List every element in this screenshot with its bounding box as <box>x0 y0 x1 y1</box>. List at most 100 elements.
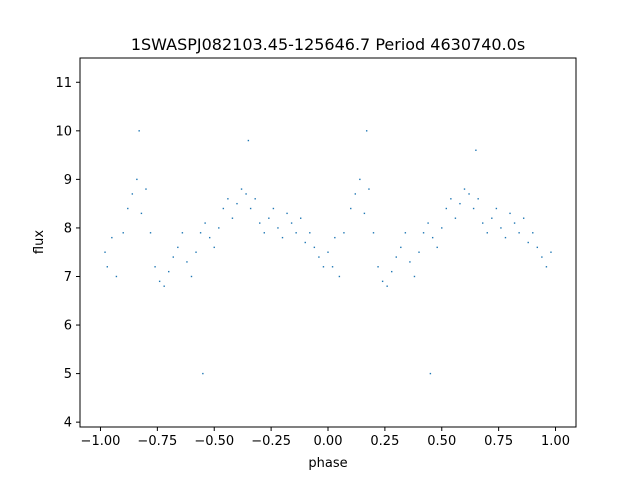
y-tick-label: 11 <box>55 76 72 91</box>
x-tick-label: −0.75 <box>137 434 177 449</box>
data-point <box>231 217 234 219</box>
data-point <box>518 232 520 234</box>
data-point <box>268 217 270 219</box>
data-point <box>115 275 118 278</box>
data-point <box>149 232 152 234</box>
data-point <box>536 246 539 249</box>
data-point <box>286 212 288 215</box>
data-point <box>431 236 434 239</box>
data-point <box>254 198 256 200</box>
data-point <box>436 246 438 249</box>
data-point <box>400 246 402 249</box>
data-point <box>249 207 252 210</box>
data-point <box>513 222 516 224</box>
data-point <box>475 149 477 151</box>
data-point <box>545 266 548 268</box>
data-point <box>290 222 293 224</box>
data-point <box>450 198 452 200</box>
x-tick-label: 0.50 <box>427 434 456 449</box>
x-axis: −1.00 −0.75 −0.50 −0.25 0.00 0.25 0.50 0.75 1.00 <box>81 427 570 449</box>
data-point <box>491 217 493 219</box>
data-point <box>140 212 143 215</box>
data-point <box>247 139 250 142</box>
data-point <box>322 266 325 268</box>
x-axis-label: phase <box>308 456 347 471</box>
data-point <box>204 222 206 224</box>
data-point <box>202 372 204 375</box>
data-point <box>381 280 384 283</box>
data-point <box>482 222 484 224</box>
data-points <box>104 130 552 375</box>
data-point <box>313 246 316 249</box>
data-point <box>550 251 552 253</box>
data-point <box>418 251 420 253</box>
data-point <box>359 178 361 181</box>
data-point <box>327 251 329 253</box>
data-point <box>365 130 368 132</box>
data-point <box>427 222 429 224</box>
data-point <box>372 232 375 234</box>
data-point <box>106 266 108 268</box>
data-point <box>208 236 211 239</box>
data-point <box>227 198 229 200</box>
data-point <box>413 275 416 278</box>
data-point <box>236 202 238 205</box>
data-point <box>122 232 124 234</box>
data-point <box>277 227 279 229</box>
y-tick-label: 5 <box>64 367 72 382</box>
data-point <box>354 193 356 195</box>
data-point <box>500 227 502 229</box>
data-point <box>272 207 275 210</box>
data-point <box>138 130 140 132</box>
data-point <box>309 232 311 234</box>
x-tick-label: 0.00 <box>314 434 343 449</box>
data-point <box>222 207 225 210</box>
data-point <box>477 198 479 200</box>
data-point <box>263 232 265 234</box>
data-point <box>441 227 443 229</box>
data-point <box>363 212 366 215</box>
data-point <box>259 222 261 224</box>
data-point <box>127 207 129 210</box>
data-point <box>240 188 243 190</box>
data-point <box>111 236 113 239</box>
data-point <box>186 261 188 263</box>
y-tick-label: 8 <box>64 221 72 236</box>
x-tick-label: −1.00 <box>81 434 121 449</box>
data-point <box>486 232 488 234</box>
data-point <box>245 193 247 195</box>
data-point <box>218 227 220 229</box>
data-point <box>168 270 170 273</box>
data-point <box>104 251 106 253</box>
x-tick-label: 0.75 <box>484 434 513 449</box>
data-point <box>463 188 466 190</box>
data-point <box>318 256 320 258</box>
data-point <box>472 207 475 210</box>
data-point <box>295 232 297 234</box>
data-point <box>145 188 147 190</box>
data-point <box>300 217 302 219</box>
data-point <box>338 275 341 278</box>
data-point <box>181 232 184 234</box>
data-point <box>409 261 411 263</box>
data-point <box>532 232 534 234</box>
y-tick-label: 9 <box>64 173 72 188</box>
data-point <box>468 193 470 195</box>
data-point <box>404 232 407 234</box>
data-point <box>445 207 448 210</box>
data-point <box>429 372 432 375</box>
data-point <box>495 207 498 210</box>
data-point <box>334 236 336 239</box>
data-point <box>527 241 529 244</box>
y-tick-label: 7 <box>64 270 72 285</box>
data-point <box>377 266 379 268</box>
data-point <box>199 232 202 234</box>
y-axis-label: flux <box>32 230 47 254</box>
data-point <box>190 275 193 278</box>
x-tick-label: −0.50 <box>194 434 234 449</box>
data-point <box>509 212 511 215</box>
data-point <box>158 280 161 283</box>
data-point <box>522 217 525 219</box>
y-axis: 4 5 6 7 8 9 10 11 <box>55 76 80 431</box>
